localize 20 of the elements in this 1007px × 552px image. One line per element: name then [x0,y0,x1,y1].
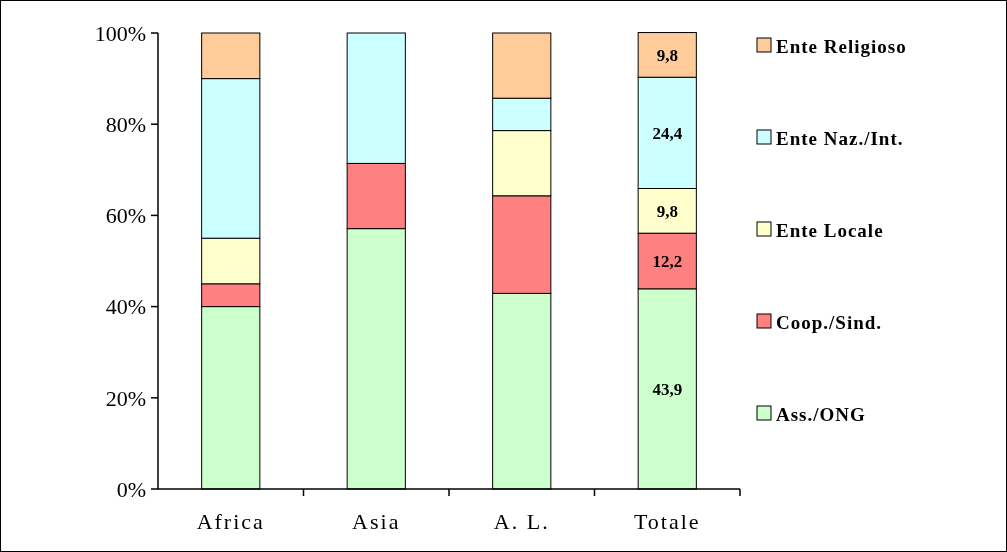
y-tick-label: 60% [105,203,146,229]
x-tick-label: Africa [196,509,265,534]
data-label: 12,2 [652,251,683,271]
y-tick-label: 100% [94,20,146,46]
legend-label: Ente Locale [776,219,884,241]
data-label: 9,8 [656,201,678,221]
y-tick-label: 80% [105,111,146,137]
data-label: 9,8 [656,45,678,65]
y-tick-label: 20% [105,385,146,411]
x-tick-label: A. L. [493,509,550,534]
legend-label: Ass./ONG [776,403,866,425]
data-label: 24,4 [652,123,683,143]
x-tick-label: Asia [352,509,401,534]
data-label: 43,9 [652,379,683,399]
legend-label: Coop./Sind. [776,311,883,333]
legend-label: Ente Religioso [776,35,907,57]
y-tick-label: 0% [116,476,146,502]
legend-label: Ente Naz./Int. [776,127,904,149]
y-tick-label: 40% [105,294,146,320]
x-tick-label: Totale [633,509,701,534]
